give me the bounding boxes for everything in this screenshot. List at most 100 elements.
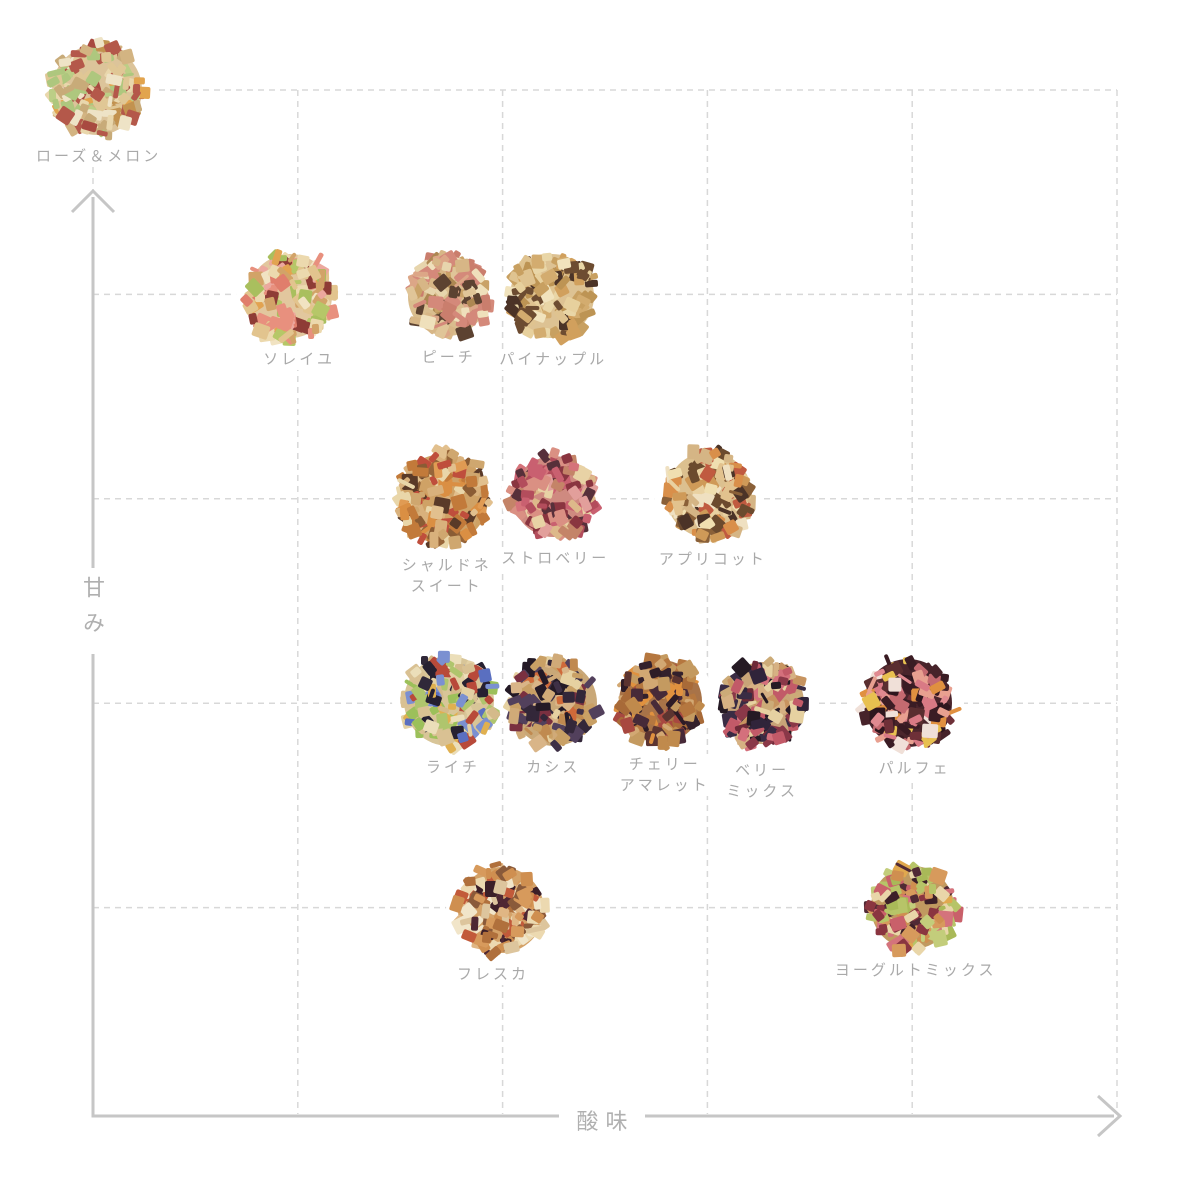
fruit-piece xyxy=(420,655,428,665)
point-label: シャルドネ スイート xyxy=(396,554,494,597)
point-label: ローズ＆メロン xyxy=(30,146,164,167)
point-label: チェリー アマレット xyxy=(614,753,712,796)
fruit-piece xyxy=(465,876,477,886)
fruit-piece xyxy=(100,51,112,63)
data-point-yogurt-mix[interactable]: ヨーグルトミックス xyxy=(829,854,999,982)
data-point-pineapple[interactable]: パイナップル xyxy=(494,242,610,371)
point-label-line: チェリー xyxy=(628,754,701,773)
fruit-piece xyxy=(657,736,668,751)
fruit-piece xyxy=(427,295,444,309)
fruit-piece xyxy=(510,682,523,694)
point-label-line: ベリー xyxy=(735,761,790,780)
fruit-piece xyxy=(535,701,552,711)
point-label: パイナップル xyxy=(494,349,610,371)
fruit-piece xyxy=(520,871,534,887)
point-label-line: アプリコット xyxy=(658,549,767,568)
fruit-piece xyxy=(888,677,901,692)
fruit-piece xyxy=(454,664,465,673)
point-label-line: ライチ xyxy=(425,758,480,777)
x-axis-label: 酸味 xyxy=(559,1102,645,1138)
fruit-piece xyxy=(930,929,948,948)
point-label-line: パルフェ xyxy=(878,759,951,778)
data-point-rose-melon[interactable]: ローズ＆メロン xyxy=(30,33,164,167)
point-label-line: シャルドネ xyxy=(401,555,492,574)
y-axis-label: 甘み xyxy=(79,568,107,654)
fruit-piece xyxy=(464,279,476,287)
fruit-piece xyxy=(667,730,681,748)
data-point-apricot[interactable]: アプリコット xyxy=(653,439,769,570)
y-axis-arrow-icon xyxy=(70,188,116,214)
fruit-piece xyxy=(770,681,782,689)
fruit-piece xyxy=(723,453,735,464)
point-label-line: ストロベリー xyxy=(501,549,610,568)
data-point-parfait[interactable]: パルフェ xyxy=(852,647,965,780)
fruit-piece xyxy=(428,532,439,549)
fruit-piece xyxy=(412,467,429,478)
fruit-piece xyxy=(568,462,580,472)
x-axis-arrow-icon xyxy=(1096,1094,1123,1138)
data-point-cherry-amaretto[interactable]: チェリー アマレット xyxy=(606,647,714,796)
point-label: ベリー ミックス xyxy=(721,760,800,803)
point-label-line: ミックス xyxy=(726,782,798,801)
data-point-peach[interactable]: ピーチ xyxy=(395,244,499,368)
data-point-lychee[interactable]: ライチ xyxy=(392,644,507,779)
fruit-piece xyxy=(510,925,525,938)
point-label: ストロベリー xyxy=(496,548,612,570)
data-point-chardonnay-sweet[interactable]: シャルドネ スイート xyxy=(386,441,501,597)
fruit-piece xyxy=(672,492,688,501)
fruit-piece xyxy=(477,668,492,684)
point-label-line: ピーチ xyxy=(421,347,476,366)
fruit-piece xyxy=(508,722,522,732)
fruit-piece xyxy=(891,943,907,957)
point-label: フレスカ xyxy=(452,963,532,985)
fruit-piece xyxy=(532,326,547,339)
point-label: ソレイユ xyxy=(258,349,337,371)
fruit-piece xyxy=(507,707,520,725)
fruit-piece xyxy=(485,683,501,689)
fruit-piece xyxy=(465,475,478,488)
fruit-piece xyxy=(921,723,939,739)
fruit-piece xyxy=(482,931,492,944)
point-label-line: パイナップル xyxy=(499,350,608,369)
fruit-piece xyxy=(883,718,895,734)
point-label: ピーチ xyxy=(416,346,478,368)
point-label-line: アマレット xyxy=(619,775,710,794)
fruit-piece xyxy=(447,535,462,551)
fruit-piece xyxy=(470,917,479,932)
point-label: カシス xyxy=(521,757,583,779)
point-label-line: フレスカ xyxy=(457,964,530,983)
point-label-line: ソレイユ xyxy=(263,350,335,369)
data-point-strawberry[interactable]: ストロベリー xyxy=(496,444,612,570)
point-label: パルフェ xyxy=(873,758,953,780)
data-point-soleil[interactable]: ソレイユ xyxy=(235,242,344,371)
fruit-piece xyxy=(312,324,320,335)
fruit-piece xyxy=(485,881,497,897)
point-label-line: カシス xyxy=(526,758,581,777)
fruit-piece xyxy=(623,670,632,687)
fruit-piece xyxy=(410,492,422,506)
fruit-piece xyxy=(541,252,553,262)
data-point-berry-mix[interactable]: ベリー ミックス xyxy=(709,650,816,803)
fruit-piece xyxy=(480,903,491,920)
point-label-line: ローズ＆メロン xyxy=(35,147,162,165)
fruit-piece xyxy=(562,691,576,703)
data-point-cassis[interactable]: カシス xyxy=(498,648,609,779)
fruit-piece xyxy=(485,868,492,880)
data-point-fresca[interactable]: フレスカ xyxy=(445,854,556,985)
point-label-line: ヨーグルトミックス xyxy=(834,961,997,980)
point-label-line: スイート xyxy=(410,576,483,595)
fruit-piece xyxy=(928,883,937,895)
fruit-piece xyxy=(909,731,922,741)
fruit-piece xyxy=(455,258,471,273)
point-label: アプリコット xyxy=(653,548,769,570)
fruit-piece xyxy=(435,674,445,686)
fruit-piece xyxy=(890,870,905,882)
fruit-piece xyxy=(413,272,428,278)
point-label: ヨーグルトミックス xyxy=(829,960,999,982)
fruit-piece xyxy=(438,651,451,663)
point-label: ライチ xyxy=(420,757,482,779)
fruit-piece xyxy=(480,513,485,526)
fruit-piece xyxy=(657,676,671,692)
